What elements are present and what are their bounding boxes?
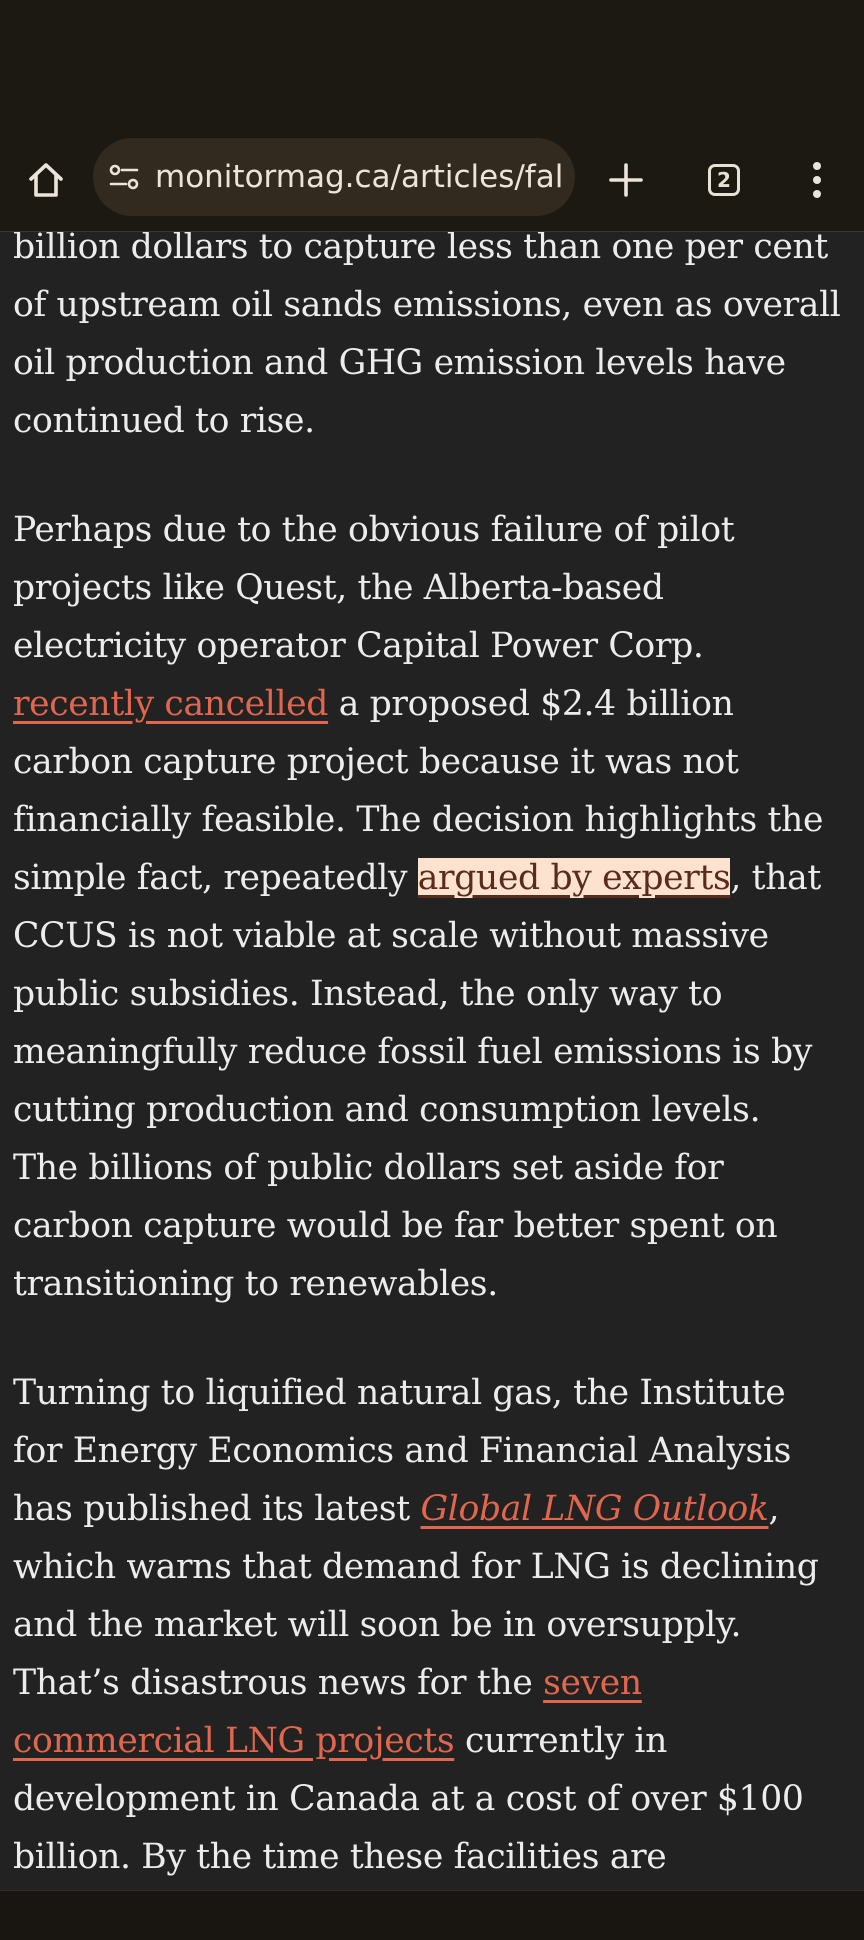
text-line: Turning to liquified natural gas, the In… <box>13 1373 786 1413</box>
tab-switcher-icon: 2 <box>708 164 740 196</box>
text-line: carbon capture would be far better spent… <box>13 1206 778 1246</box>
text-line: That’s disastrous news for the seven <box>13 1654 864 1712</box>
system-navigation-bar <box>0 1890 864 1940</box>
text-fragment: That’s disastrous news for the <box>13 1663 544 1703</box>
text-line: for Energy Economics and Financial Analy… <box>13 1431 792 1471</box>
link-argued-by-experts[interactable]: argued by experts <box>417 858 731 898</box>
text-line: transitioning to renewables. <box>13 1264 498 1304</box>
text-line: simple fact, repeatedly argued by expert… <box>13 849 864 907</box>
text-fragment: , that <box>730 858 821 898</box>
paragraph: Turning to liquified natural gas, the In… <box>13 1364 864 1886</box>
text-line: of upstream oil sands emissions, even as… <box>13 285 841 325</box>
text-line: which warns that demand for LNG is decli… <box>13 1547 819 1587</box>
browser-toolbar: monitormag.ca/articles/fal 2 <box>0 130 864 232</box>
paragraph: billion dollars to capture less than one… <box>13 232 864 450</box>
text-line: cutting production and consumption level… <box>13 1090 761 1130</box>
home-button[interactable] <box>14 148 78 212</box>
link-seven-lng-projects[interactable]: seven <box>543 1663 642 1703</box>
text-fragment: simple fact, repeatedly <box>13 858 418 898</box>
site-info-icon[interactable] <box>107 160 141 194</box>
text-line: projects like Quest, the Alberta-based <box>13 568 664 608</box>
new-tab-button[interactable] <box>594 148 658 212</box>
text-line: continued to rise. <box>13 401 315 441</box>
text-line: financially feasible. The decision highl… <box>13 800 824 840</box>
text-fragment: has published its latest <box>13 1489 421 1529</box>
text-line: The billions of public dollars set aside… <box>13 1148 724 1188</box>
link-recently-cancelled[interactable]: recently cancelled <box>13 684 329 724</box>
more-menu-button[interactable] <box>785 148 849 212</box>
text-line: billion dollars to capture less than one… <box>13 232 828 267</box>
link-text: Global LNG Outlook <box>420 1489 769 1529</box>
more-menu-icon <box>813 162 821 198</box>
page-content[interactable]: billion dollars to capture less than one… <box>0 232 864 1890</box>
text-line: Perhaps due to the obvious failure of pi… <box>13 510 735 550</box>
address-bar[interactable]: monitormag.ca/articles/fal <box>93 138 575 216</box>
paragraph: Perhaps due to the obvious failure of pi… <box>13 501 864 1313</box>
link-global-lng-outlook[interactable]: Global LNG Outlook <box>421 1489 769 1529</box>
text-fragment: currently in <box>454 1721 667 1761</box>
text-line: has published its latest Global LNG Outl… <box>13 1480 864 1538</box>
link-seven-lng-projects-cont[interactable]: commercial LNG projects <box>13 1721 455 1761</box>
text-line: recently cancelled a proposed $2.4 billi… <box>13 675 864 733</box>
text-line: public subsidies. Instead, the only way … <box>13 974 723 1014</box>
text-line: electricity operator Capital Power Corp. <box>13 626 704 666</box>
tab-switcher-button[interactable]: 2 <box>692 148 756 212</box>
home-icon <box>29 163 63 197</box>
article-body: billion dollars to capture less than one… <box>13 232 864 1890</box>
text-line: CCUS is not viable at scale without mass… <box>13 916 769 956</box>
status-bar <box>0 0 864 130</box>
text-line: billion. By the time these facilities ar… <box>13 1837 667 1877</box>
text-line: meaningfully reduce fossil fuel emission… <box>13 1032 813 1072</box>
text-line: oil production and GHG emission levels h… <box>13 343 786 383</box>
text-fragment: a proposed $2.4 billion <box>328 684 734 724</box>
text-fragment: , <box>768 1489 780 1529</box>
text-line: and the market will soon be in oversuppl… <box>13 1605 742 1645</box>
text-line: development in Canada at a cost of over … <box>13 1779 804 1819</box>
url-text[interactable]: monitormag.ca/articles/fal <box>155 159 564 195</box>
text-line: carbon capture project because it was no… <box>13 742 739 782</box>
new-tab-icon <box>609 163 643 197</box>
text-line: commercial LNG projects currently in <box>13 1712 864 1770</box>
